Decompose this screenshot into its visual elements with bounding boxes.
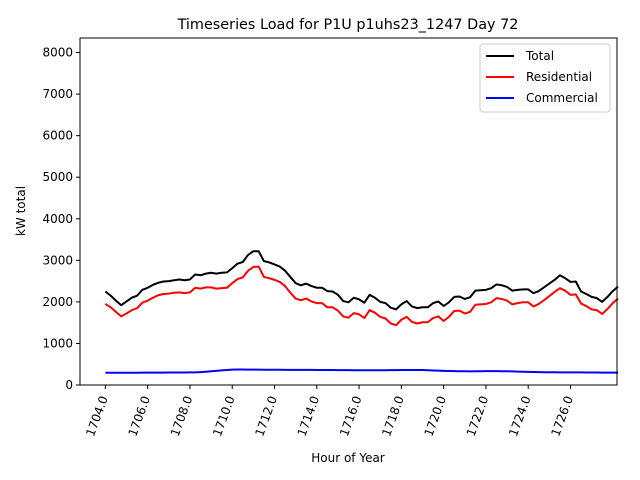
y-tick-label: 5000 <box>42 170 73 184</box>
legend: Total Residential Commercial <box>479 43 611 113</box>
legend-label-commercial: Commercial <box>526 91 598 105</box>
plot-frame <box>79 37 618 386</box>
y-axis-ticks: 0 1000 2000 3000 4000 5000 6000 7000 8000 <box>42 46 80 392</box>
y-tick-label: 7000 <box>42 87 73 101</box>
y-tick-label: 8000 <box>42 46 73 60</box>
y-tick-label: 2000 <box>42 295 73 309</box>
chart-title: Timeseries Load for P1U p1uhs23_1247 Day… <box>177 17 519 33</box>
y-tick-label: 4000 <box>42 212 73 226</box>
y-tick-label: 3000 <box>42 253 73 267</box>
series-line-commercial <box>105 368 619 374</box>
y-tick-label: 0 <box>65 378 73 392</box>
legend-box <box>479 43 611 113</box>
y-axis-title: kW total <box>14 186 28 236</box>
y-tick-label: 1000 <box>42 336 73 350</box>
x-axis-title: Hour of Year <box>311 451 385 465</box>
y-tick-label: 6000 <box>42 129 73 143</box>
legend-label-residential: Residential <box>526 70 592 84</box>
series-line-total <box>104 250 619 311</box>
series-lines <box>104 250 619 374</box>
legend-label-total: Total <box>525 49 554 63</box>
series-line-residential <box>104 265 619 327</box>
